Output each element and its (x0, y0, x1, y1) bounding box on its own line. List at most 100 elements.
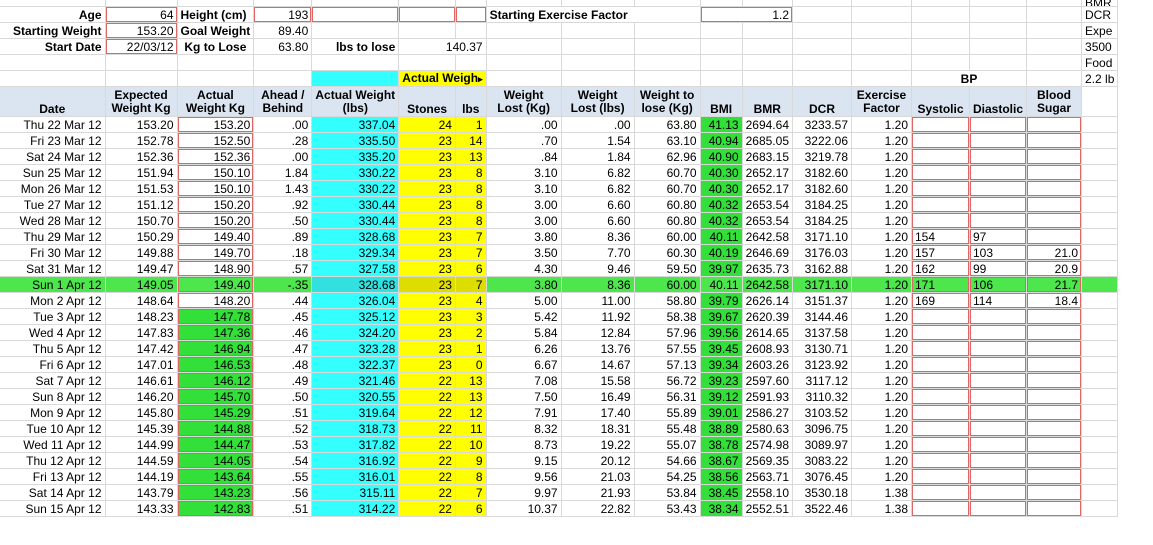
ahead-cell[interactable]: .47 (253, 340, 313, 357)
ahead-cell[interactable]: .00 (253, 116, 313, 133)
lbs-cell[interactable]: 7 (455, 228, 487, 245)
expected-cell[interactable]: 148.64 (105, 292, 178, 309)
ahead-cell[interactable]: .00 (253, 148, 313, 165)
table-row[interactable]: Wed 4 Apr 12 147.83 147.36 .46 324.20 23… (0, 324, 1119, 341)
header-bmr[interactable]: BMR (742, 86, 794, 117)
date-cell[interactable]: Sun 1 Apr 12 (0, 276, 106, 293)
lbs-cell[interactable]: 4 (455, 292, 487, 309)
expected-cell[interactable]: 150.70 (105, 212, 178, 229)
dcr-cell[interactable]: 3233.57 (792, 116, 852, 133)
actual-cell[interactable]: 144.05 (177, 452, 255, 469)
table-row[interactable]: Wed 11 Apr 12 144.99 144.47 .53 317.82 2… (0, 436, 1119, 453)
lbs-cell[interactable]: 8 (455, 196, 487, 213)
systolic-cell[interactable] (911, 116, 970, 133)
lost-kg-cell[interactable]: 3.10 (486, 164, 562, 181)
bmi-cell[interactable]: 39.67 (700, 308, 743, 325)
lost-kg-cell[interactable]: .84 (486, 148, 562, 165)
dcr-cell[interactable]: 3171.10 (792, 276, 852, 293)
stones-cell[interactable]: 23 (398, 228, 456, 245)
dcr-cell[interactable]: 3103.52 (792, 404, 852, 421)
actual-lbs-cell[interactable]: 320.55 (311, 388, 400, 405)
date-cell[interactable]: Fri 30 Mar 12 (0, 244, 106, 261)
table-row[interactable]: Fri 6 Apr 12 147.01 146.53 .48 322.37 23… (0, 356, 1119, 373)
bmr-cell[interactable]: 2652.17 (742, 180, 794, 197)
lost-lbs-cell[interactable]: 16.49 (561, 388, 635, 405)
lost-lbs-cell[interactable]: 11.92 (561, 308, 635, 325)
actual-cell[interactable]: 144.88 (177, 420, 255, 437)
stones-cell[interactable]: 23 (398, 276, 456, 293)
stones-cell[interactable]: 22 (398, 500, 456, 517)
date-cell[interactable]: Thu 22 Mar 12 (0, 116, 106, 133)
sugar-cell[interactable] (1026, 164, 1083, 181)
lbs-cell[interactable]: 2 (455, 324, 487, 341)
to-lose-cell[interactable]: 54.25 (634, 468, 701, 485)
sugar-cell[interactable]: 21.0 (1026, 244, 1083, 261)
sugar-cell[interactable] (1026, 340, 1083, 357)
stones-cell[interactable]: 22 (398, 436, 456, 453)
stones-cell[interactable]: 23 (398, 212, 456, 229)
expected-cell[interactable]: 145.80 (105, 404, 178, 421)
to-lose-cell[interactable]: 60.30 (634, 244, 701, 261)
actual-lbs-cell[interactable]: 328.68 (311, 276, 400, 293)
bmi-cell[interactable]: 41.13 (700, 116, 743, 133)
actual-lbs-cell[interactable]: 316.01 (311, 468, 400, 485)
actual-lbs-cell[interactable]: 330.44 (311, 196, 400, 213)
date-cell[interactable]: Thu 29 Mar 12 (0, 228, 106, 245)
stones-cell[interactable]: 23 (398, 324, 456, 341)
diastolic-cell[interactable] (969, 436, 1028, 453)
factor-cell[interactable]: 1.20 (851, 308, 912, 325)
dcr-cell[interactable]: 3184.25 (792, 212, 852, 229)
bmr-cell[interactable]: 2646.69 (742, 244, 794, 261)
bmr-cell[interactable]: 2642.58 (742, 276, 794, 293)
bmi-cell[interactable]: 39.79 (700, 292, 743, 309)
dcr-cell[interactable]: 3176.03 (792, 244, 852, 261)
expected-cell[interactable]: 152.36 (105, 148, 178, 165)
dcr-cell[interactable]: 3162.88 (792, 260, 852, 277)
stones-cell[interactable]: 23 (398, 196, 456, 213)
expected-cell[interactable]: 146.61 (105, 372, 178, 389)
actual-lbs-cell[interactable]: 337.04 (311, 116, 400, 133)
actual-cell[interactable]: 148.90 (177, 260, 255, 277)
bmi-cell[interactable]: 39.97 (700, 260, 743, 277)
to-lose-cell[interactable]: 60.00 (634, 276, 701, 293)
date-cell[interactable]: Sun 15 Apr 12 (0, 500, 106, 517)
ahead-cell[interactable]: 1.43 (253, 180, 313, 197)
actual-lbs-cell[interactable]: 329.34 (311, 244, 400, 261)
bmr-cell[interactable]: 2569.35 (742, 452, 794, 469)
expected-cell[interactable]: 147.42 (105, 340, 178, 357)
factor-cell[interactable]: 1.20 (851, 340, 912, 357)
table-row[interactable]: Sat 24 Mar 12 152.36 152.36 .00 335.20 2… (0, 148, 1119, 165)
lost-kg-cell[interactable]: 3.10 (486, 180, 562, 197)
systolic-cell[interactable] (911, 388, 970, 405)
systolic-cell[interactable]: 157 (911, 244, 970, 261)
bmr-cell[interactable]: 2580.63 (742, 420, 794, 437)
date-cell[interactable]: Tue 3 Apr 12 (0, 308, 106, 325)
actual-cell[interactable]: 149.40 (177, 228, 255, 245)
lost-kg-cell[interactable]: 5.42 (486, 308, 562, 325)
diastolic-cell[interactable]: 114 (969, 292, 1028, 309)
stones-cell[interactable]: 23 (398, 308, 456, 325)
to-lose-cell[interactable]: 57.55 (634, 340, 701, 357)
dcr-cell[interactable]: 3137.58 (792, 324, 852, 341)
diastolic-cell[interactable] (969, 356, 1028, 373)
systolic-cell[interactable] (911, 180, 970, 197)
factor-cell[interactable]: 1.20 (851, 212, 912, 229)
lbs-cell[interactable]: 8 (455, 468, 487, 485)
ahead-cell[interactable]: .45 (253, 308, 313, 325)
lbs-cell[interactable]: 11 (455, 420, 487, 437)
sugar-cell[interactable] (1026, 180, 1083, 197)
lost-kg-cell[interactable]: .70 (486, 132, 562, 149)
table-row[interactable]: Fri 30 Mar 12 149.88 149.70 .18 329.34 2… (0, 244, 1119, 261)
header-systolic[interactable]: Systolic (911, 86, 970, 117)
lost-lbs-cell[interactable]: .00 (561, 116, 635, 133)
ahead-cell[interactable]: -.35 (253, 276, 313, 293)
dcr-cell[interactable]: 3182.60 (792, 164, 852, 181)
systolic-cell[interactable] (911, 484, 970, 501)
bmr-cell[interactable]: 2635.73 (742, 260, 794, 277)
factor-cell[interactable]: 1.20 (851, 260, 912, 277)
lbs-cell[interactable]: 14 (455, 132, 487, 149)
dcr-cell[interactable]: 3089.97 (792, 436, 852, 453)
lbs-cell[interactable]: 9 (455, 452, 487, 469)
bmr-cell[interactable]: 2642.58 (742, 228, 794, 245)
date-cell[interactable]: Thu 5 Apr 12 (0, 340, 106, 357)
